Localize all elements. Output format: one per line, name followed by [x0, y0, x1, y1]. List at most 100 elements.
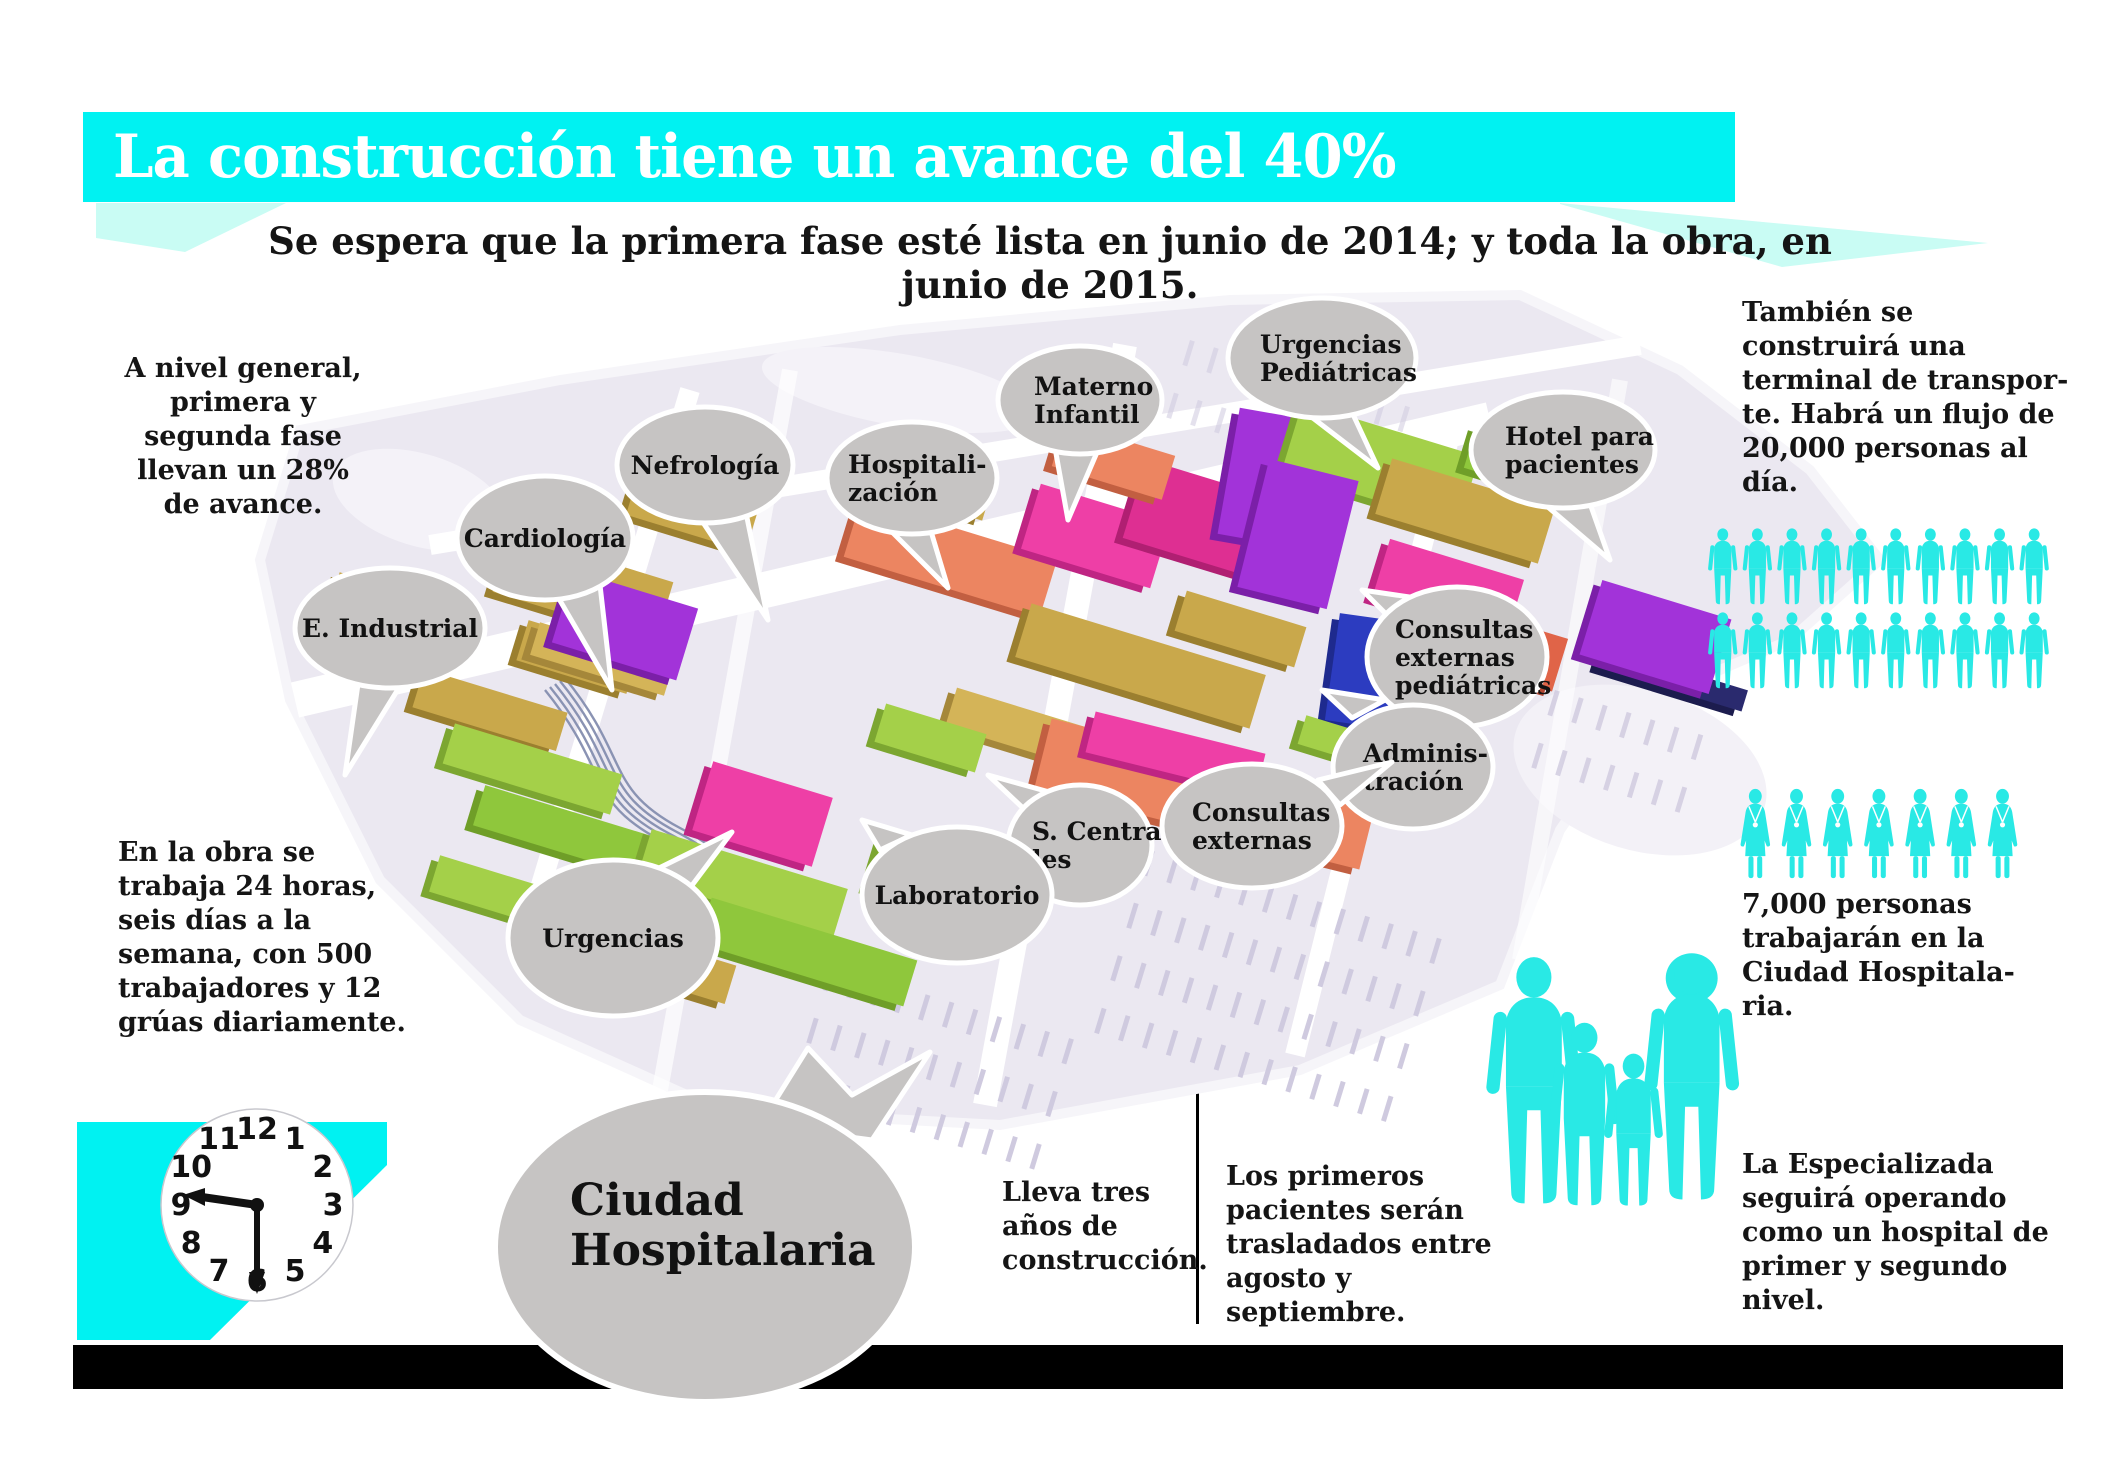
- road: [428, 335, 1642, 555]
- callout-hospitalizacion: Hospitali-zación: [824, 419, 1000, 591]
- building-block: [1589, 646, 1748, 717]
- callout-s_centrales: S. Centra-les: [985, 772, 1172, 908]
- road: [525, 387, 700, 908]
- svg-text:Hospitali-: Hospitali-: [848, 450, 986, 479]
- building-block: [1570, 579, 1732, 699]
- clock-number: 9: [171, 1188, 192, 1223]
- building-block: [834, 499, 1058, 622]
- callout-urgencias: Urgencias: [505, 829, 735, 1019]
- vertical-divider: [1196, 1052, 1199, 1324]
- callout-nefrologia: Nefrología: [614, 404, 796, 623]
- svg-text:Infantil: Infantil: [1034, 400, 1140, 429]
- curved-road: [554, 683, 715, 910]
- curved-road: [559, 680, 720, 907]
- building-block: [1316, 613, 1418, 737]
- svg-text:zación: zación: [848, 478, 938, 507]
- building-block: [865, 703, 987, 778]
- person-icon: [1880, 612, 1911, 689]
- building-block: [936, 687, 1096, 773]
- clock-hour-hand: [201, 1193, 258, 1209]
- building-block: [483, 532, 674, 647]
- person-icon: [1915, 528, 1946, 605]
- person-icon: [1777, 528, 1807, 605]
- building-block: [464, 785, 667, 886]
- building-block: [1272, 402, 1480, 531]
- svg-text:externas: externas: [1395, 643, 1515, 672]
- svg-text:Urgencias: Urgencias: [542, 924, 684, 953]
- doctor-icon: [1822, 788, 1854, 879]
- parking-lot: [790, 965, 1074, 1170]
- woman-icon: [1643, 953, 1740, 1200]
- doctor-icon: [1945, 788, 1977, 879]
- page-subtitle: Se espera que la primera fase esté lista…: [268, 219, 1832, 307]
- building-block: [1455, 425, 1578, 504]
- person-icon: [2019, 528, 2050, 605]
- svg-text:externas: externas: [1192, 826, 1312, 855]
- svg-text:Urgencias: Urgencias: [1260, 330, 1402, 359]
- svg-text:Pediátricas: Pediátricas: [1260, 358, 1417, 387]
- person-icon: [1811, 528, 1842, 605]
- svg-text:Hospitalaria: Hospitalaria: [570, 1225, 876, 1276]
- person-icon: [1984, 612, 2015, 689]
- person-icon: [1742, 528, 1773, 605]
- person-icon: [1846, 612, 1877, 689]
- building-block: [858, 838, 1002, 930]
- person-icon: [1811, 612, 1842, 689]
- page-title: La construcción tiene un avance del 40%: [113, 122, 1396, 192]
- clock-number: 5: [285, 1254, 306, 1289]
- callout-administracion: Adminis-tración: [1319, 687, 1496, 832]
- road: [973, 342, 1137, 1108]
- stat-workers: 7,000 personas trabajarán en la Ciudad H…: [1742, 889, 2015, 1023]
- curved-road: [564, 677, 725, 904]
- person-icon: [1707, 612, 1738, 689]
- person-icon: [1707, 528, 1738, 605]
- svg-text:S. Centra-: S. Centra-: [1032, 817, 1172, 846]
- callout-laboratorio: Laboratorio: [859, 817, 1055, 966]
- headline-banner: La construcción tiene un avance del 40%: [83, 112, 1735, 202]
- building-block: [1025, 718, 1377, 875]
- person-icon: [1984, 528, 2015, 605]
- building-block: [605, 932, 737, 1009]
- clock-face: [160, 1108, 354, 1302]
- building-block: [315, 572, 431, 655]
- doctor-icon: [1904, 788, 1936, 879]
- stat-transport-terminal: También se construirá una terminal de tr…: [1742, 297, 2069, 499]
- svg-text:Consultas: Consultas: [1192, 798, 1330, 827]
- girl-icon: [1548, 1022, 1621, 1206]
- svg-text:Nefrología: Nefrología: [631, 451, 780, 480]
- building-block: [543, 570, 699, 686]
- building-block: [1363, 538, 1525, 644]
- bottom-bar: [73, 1345, 2063, 1389]
- building-block: [1114, 459, 1267, 580]
- building-block: [1012, 483, 1170, 593]
- curved-road: [544, 689, 705, 916]
- road: [290, 402, 1495, 718]
- building-block: [617, 470, 759, 556]
- building-block: [1414, 599, 1569, 697]
- road: [1285, 412, 1465, 1058]
- building-block: [507, 620, 639, 699]
- clock-number: 11: [198, 1122, 240, 1157]
- building-block: [689, 442, 778, 501]
- svg-text:Consultas: Consultas: [1395, 615, 1533, 644]
- building-block: [420, 855, 555, 932]
- doctor-icon: [1987, 788, 2019, 879]
- building-block: [1288, 715, 1395, 776]
- svg-text:E. Industrial: E. Industrial: [302, 614, 478, 643]
- road: [1512, 378, 1628, 962]
- clock-number: 7: [209, 1254, 230, 1289]
- building-block: [1228, 458, 1359, 615]
- callout-e_industrial: E. Industrial: [292, 565, 488, 778]
- clock-number: 10: [170, 1150, 212, 1185]
- svg-text:pediátricas: pediátricas: [1395, 671, 1551, 700]
- person-icon: [1846, 528, 1877, 605]
- person-icon: [1777, 612, 1807, 689]
- building-block: [1043, 422, 1176, 505]
- parking-lot: [1531, 690, 1704, 813]
- building-block: [1366, 458, 1555, 569]
- svg-text:tración: tración: [1363, 767, 1464, 796]
- stat-first-patients: Los primeros pacientes serán trasladados…: [1226, 1161, 1492, 1329]
